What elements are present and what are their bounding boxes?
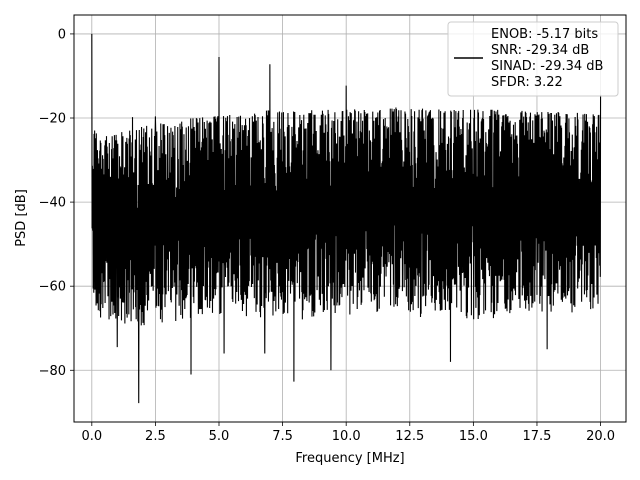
x-tick-label: 10.0	[332, 429, 361, 444]
legend-text-enob: ENOB: -5.17 bits	[491, 27, 598, 42]
legend-text-snr: SNR: -29.34 dB	[491, 43, 589, 58]
x-tick-label: 15.0	[459, 429, 488, 444]
data-layer	[91, 33, 602, 404]
y-tick-label: −40	[39, 196, 66, 211]
x-axis-label: Frequency [MHz]	[295, 451, 404, 466]
x-tick-label: 0.0	[81, 429, 102, 444]
plot-frame	[73, 14, 627, 423]
y-tick-label: −80	[39, 364, 66, 379]
x-tick-label: 5.0	[209, 429, 230, 444]
y-tick-label: 0	[58, 27, 66, 42]
legend-text-sfdr: SFDR: 3.22	[491, 75, 563, 90]
x-tick-label: 12.5	[395, 429, 424, 444]
y-tick-label: −20	[39, 112, 66, 127]
x-tick-label: 7.5	[272, 429, 293, 444]
legend-text-sinad: SINAD: -29.34 dB	[491, 59, 603, 74]
y-axis-label: PSD [dB]	[14, 189, 29, 247]
legend-box	[447, 21, 619, 97]
x-tick-label: 17.5	[522, 429, 551, 444]
x-tick-label: 20.0	[586, 429, 615, 444]
tick-layer: 0.0 2.5 5.0 7.5 10.0 12.5 15.0 17.5 20.0 0 −20 −40 −…	[39, 27, 615, 444]
x-tick-label: 2.5	[145, 429, 166, 444]
psd-series-line	[91, 33, 602, 404]
legend: ENOB: -5.17 bits SNR: -29.34 dB SINAD: -…	[447, 21, 619, 97]
y-tick-label: −60	[39, 280, 66, 295]
